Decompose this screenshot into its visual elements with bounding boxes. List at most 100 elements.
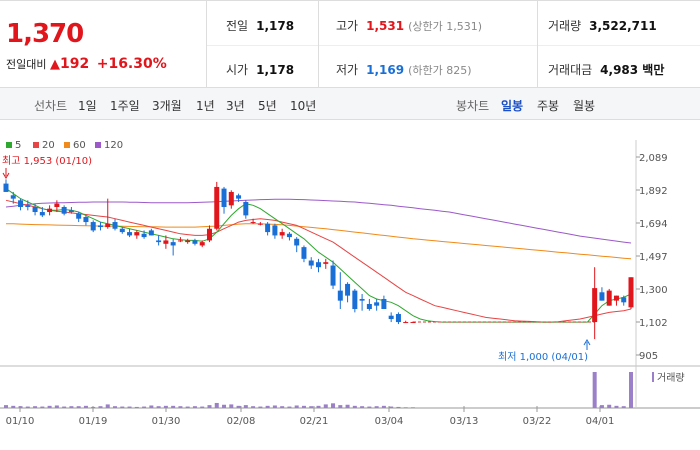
volume-bar bbox=[592, 372, 597, 408]
candle-body bbox=[206, 228, 212, 241]
current-price: 1,370 bbox=[6, 19, 84, 49]
y-tick-label: 905 bbox=[639, 351, 658, 362]
volume-legend-swatch bbox=[652, 372, 654, 382]
volume-bar bbox=[374, 406, 379, 408]
x-tick-label: 02/08 bbox=[227, 416, 256, 427]
ma5-line bbox=[5, 188, 632, 323]
candle-body bbox=[119, 228, 125, 233]
volume-bar bbox=[171, 405, 176, 408]
turnover: 거래대금 4,983 백만 bbox=[548, 63, 665, 77]
candle-body bbox=[192, 240, 198, 244]
candle-body bbox=[90, 222, 96, 231]
candle-body bbox=[316, 262, 321, 268]
candle-body bbox=[592, 288, 598, 323]
period-1y[interactable]: 1년 bbox=[196, 99, 215, 113]
volume-bar bbox=[396, 406, 401, 408]
legend-ma120: 120 bbox=[95, 140, 123, 151]
candle-body bbox=[83, 217, 89, 223]
candle-body bbox=[228, 191, 234, 206]
candlestick-chart[interactable]: 2,089 1,892 1,694 1,497 1,300 1,102 905 01/10 01… bbox=[0, 120, 700, 450]
period-1w[interactable]: 1주일 bbox=[110, 99, 140, 113]
candle-body bbox=[18, 200, 24, 208]
period-10y[interactable]: 10년 bbox=[290, 99, 317, 113]
volume-bar bbox=[599, 405, 604, 408]
price-change: 전일대비 ▲192 +16.30% bbox=[6, 56, 167, 72]
volume-bar bbox=[338, 405, 343, 408]
volume-bar bbox=[309, 406, 314, 408]
y-tick-label: 1,694 bbox=[639, 219, 668, 230]
volume-bar bbox=[69, 406, 74, 408]
volume-bar bbox=[229, 404, 234, 408]
candle-daily[interactable]: 일봉 bbox=[501, 99, 524, 113]
candle-body bbox=[621, 297, 627, 303]
volume-bar bbox=[287, 406, 292, 408]
change-value: 192 bbox=[59, 56, 90, 72]
candle-body bbox=[105, 223, 111, 228]
candle-weekly[interactable]: 주봉 bbox=[537, 99, 560, 113]
prev-close: 전일 1,178 bbox=[226, 19, 295, 33]
volume-bar bbox=[301, 405, 306, 408]
volume-bar bbox=[18, 406, 23, 408]
volume-bar bbox=[403, 407, 408, 408]
candle-body bbox=[403, 322, 409, 324]
candle-body bbox=[308, 260, 314, 266]
candle-body bbox=[32, 207, 38, 213]
ma60-line bbox=[6, 223, 632, 260]
volume-bar bbox=[105, 404, 110, 408]
volume-bar bbox=[142, 406, 147, 408]
candle-body bbox=[236, 195, 242, 199]
chart-toolbar: 선차트 1일 1주일 3개월 1년 3년 5년 10년 봉차트 일봉 주봉 월봉 bbox=[0, 88, 700, 120]
candle-body bbox=[374, 302, 380, 306]
period-3y[interactable]: 3년 bbox=[226, 99, 245, 113]
volume-bar bbox=[207, 405, 212, 408]
volume-bar bbox=[294, 405, 299, 408]
x-tick-label: 01/10 bbox=[6, 416, 35, 427]
volume-bar bbox=[367, 406, 372, 408]
volume-bar bbox=[163, 405, 168, 408]
volume: 거래량 3,522,711 bbox=[548, 19, 657, 33]
candle-body bbox=[257, 223, 263, 225]
legend-ma60: 60 bbox=[64, 140, 86, 151]
candle-body bbox=[177, 240, 183, 242]
candle-body bbox=[47, 208, 53, 213]
volume-bar bbox=[33, 406, 38, 408]
volume-bar bbox=[410, 407, 415, 408]
volume-bar bbox=[200, 406, 205, 408]
x-tick-label: 03/04 bbox=[375, 416, 404, 427]
volume-bar bbox=[134, 406, 139, 408]
volume-bar bbox=[316, 405, 321, 408]
candle-body bbox=[61, 207, 67, 214]
candle-body bbox=[366, 303, 372, 310]
volume-bar bbox=[621, 406, 626, 408]
x-tick-label: 04/01 bbox=[586, 416, 615, 427]
volume-bar bbox=[236, 405, 241, 408]
candle-body bbox=[243, 201, 249, 216]
change-label: 전일대비 bbox=[6, 58, 47, 71]
volume-bar bbox=[614, 405, 619, 408]
candle-body bbox=[330, 265, 336, 286]
volume-bar bbox=[76, 406, 81, 408]
period-3m[interactable]: 3개월 bbox=[152, 99, 182, 113]
candle-body bbox=[301, 247, 307, 259]
legend-ma5: 5 bbox=[6, 140, 21, 151]
period-1d[interactable]: 1일 bbox=[78, 99, 97, 113]
candle-body bbox=[185, 240, 191, 243]
candle-body bbox=[359, 298, 365, 301]
volume-label: 거래량 bbox=[657, 372, 685, 384]
candle-body bbox=[163, 240, 169, 244]
period-5y[interactable]: 5년 bbox=[258, 99, 277, 113]
candle-body bbox=[134, 232, 140, 236]
candle-body bbox=[337, 290, 343, 301]
volume-bar bbox=[120, 406, 125, 408]
volume-bar bbox=[345, 404, 350, 408]
y-tick-label: 1,102 bbox=[639, 318, 668, 329]
price-box: 1,370 전일대비 ▲192 +16.30% bbox=[0, 1, 207, 89]
candle-body bbox=[395, 314, 401, 323]
volume-bar bbox=[629, 372, 633, 408]
candle-body bbox=[381, 298, 387, 310]
volume-bar bbox=[258, 406, 263, 408]
candle-monthly[interactable]: 월봉 bbox=[573, 99, 596, 113]
volume-bar bbox=[251, 406, 256, 408]
candle-body bbox=[112, 222, 118, 229]
volume-bar bbox=[389, 406, 394, 408]
